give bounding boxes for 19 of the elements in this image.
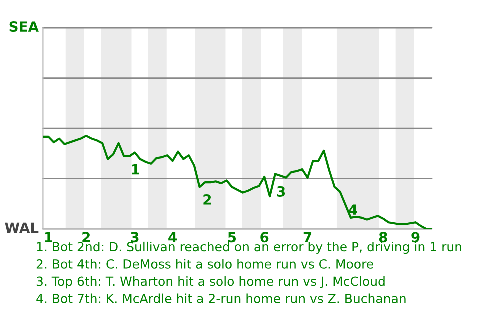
annotation: 3 [277,186,286,197]
x-tick-label: 7 [304,232,312,242]
x-tick-label: 4 [168,232,177,242]
x-tick-label: 8 [379,232,388,243]
annotation: 4 [349,204,358,215]
x-tick-label: 3 [131,232,139,243]
x-tick-label: 5 [228,232,236,243]
text: 3. Top 6th: T. Wharton hit a solo home run vs J. McCloud [36,276,385,289]
text: 4. Bot 7th: K. McArdle hit a 2-run home run vs Z. Buchanan [36,294,406,304]
x-tick-label: 1 [45,232,52,242]
ref-line-label: WAL [5,222,39,233]
x-tick-label: 6 [260,232,269,243]
text: 2. Bot 4th: C. DeMoss hit a solo home run vs C. Moore [36,259,374,269]
annotation: 1 [132,164,140,175]
text: 1. Bot 2nd: D. Sullivan reached on an error by the P, driving in 1 run [37,242,462,254]
ref-line-label: SEA [10,22,39,32]
x-tick-label: 9 [412,232,420,243]
x-tick-label: 2 [82,232,90,242]
annotation: 2 [204,194,212,205]
